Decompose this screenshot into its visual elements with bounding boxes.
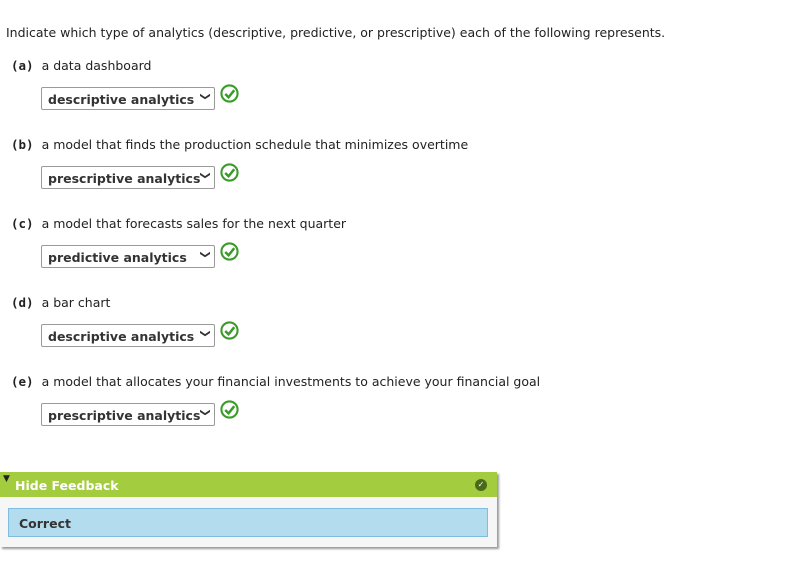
question-text: a model that allocates your financial in… [41, 374, 541, 389]
question-text: a data dashboard [41, 58, 152, 73]
question-text: a model that finds the production schedu… [41, 137, 469, 152]
chevron-down-icon: ❯ [199, 408, 211, 417]
question-c: (c) a model that forecasts sales for the … [11, 216, 346, 231]
question-label: (d) [11, 295, 34, 310]
answer-select[interactable]: descriptive analytics ❯ [41, 324, 215, 347]
question-a: (a) a data dashboard [11, 58, 151, 73]
answer-select[interactable]: prescriptive analytics ❯ [41, 403, 215, 426]
chevron-down-icon: ❯ [199, 92, 211, 101]
selected-value: descriptive analytics [48, 92, 195, 107]
question-e: (e) a model that allocates your financial… [11, 374, 540, 389]
question-label: (e) [11, 374, 34, 389]
correct-check-icon [220, 242, 239, 261]
selected-value: prescriptive analytics [48, 408, 201, 423]
question-b: (b) a model that finds the production sch… [11, 137, 468, 152]
check-icon: ✓ [475, 479, 487, 491]
selected-value: descriptive analytics [48, 329, 195, 344]
question-label: (a) [11, 58, 34, 73]
correct-check-icon [220, 84, 239, 103]
chevron-down-icon: ❯ [199, 329, 211, 338]
question-text: a bar chart [41, 295, 111, 310]
answer-select[interactable]: predictive analytics ❯ [41, 245, 215, 268]
triangle-down-icon: ▼ [3, 474, 10, 484]
correct-check-icon [220, 400, 239, 419]
selected-value: prescriptive analytics [48, 171, 201, 186]
correct-check-icon [220, 163, 239, 182]
feedback-panel: ▼ Hide Feedback ✓ Correct [0, 472, 497, 547]
correct-check-icon [220, 321, 239, 340]
answer-select[interactable]: descriptive analytics ❯ [41, 87, 215, 110]
answer-select[interactable]: prescriptive analytics ❯ [41, 166, 215, 189]
question-d: (d) a bar chart [11, 295, 110, 310]
question-label: (c) [11, 216, 34, 231]
feedback-result: Correct [8, 508, 488, 537]
hide-feedback-toggle[interactable]: ▼ Hide Feedback ✓ [0, 472, 497, 497]
question-label: (b) [11, 137, 34, 152]
hide-feedback-label: Hide Feedback [15, 478, 119, 493]
chevron-down-icon: ❯ [199, 171, 211, 180]
chevron-down-icon: ❯ [199, 250, 211, 259]
question-text: a model that forecasts sales for the nex… [41, 216, 347, 231]
instructions: Indicate which type of analytics (descri… [6, 25, 666, 40]
selected-value: predictive analytics [48, 250, 187, 265]
